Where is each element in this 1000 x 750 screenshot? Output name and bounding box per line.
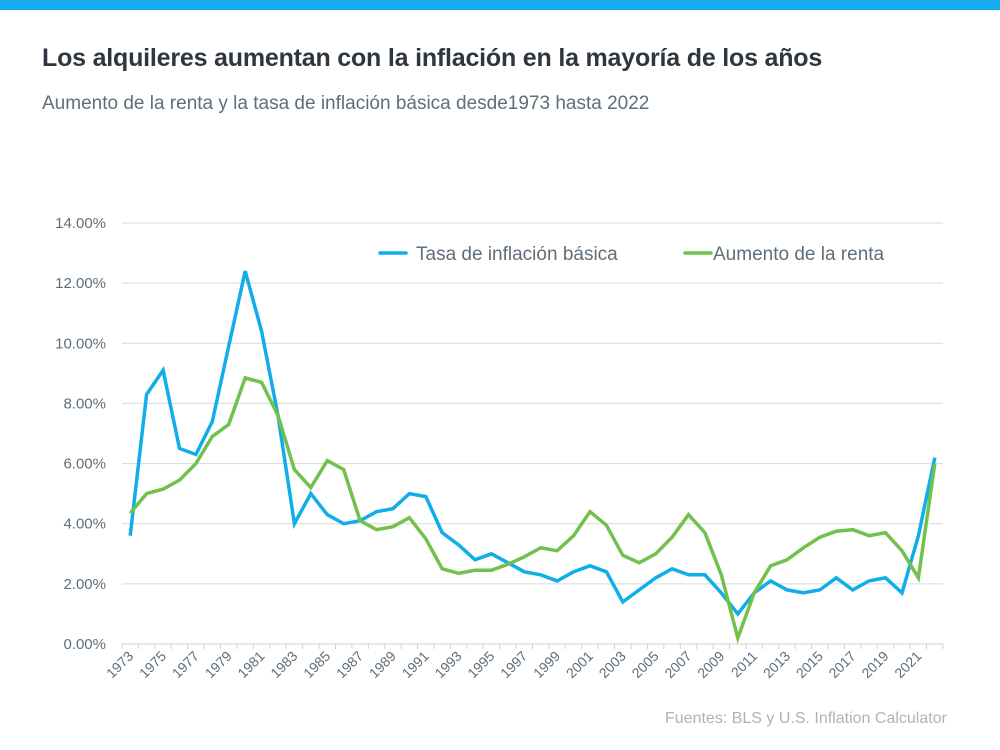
x-tick-label: 1989 xyxy=(366,648,399,681)
legend: Tasa de inflación básica Aumento de la re… xyxy=(378,244,885,265)
chart-title: Los alquileres aumentan con la inflación… xyxy=(42,44,823,72)
chart-subtitle: Aumento de la renta y la tasa de inflaci… xyxy=(42,93,650,114)
x-tick-label: 2021 xyxy=(891,648,924,681)
y-axis: 0.00% 2.00% 4.00% 6.00% 8.00% 10.00% 12.00% 14.… xyxy=(55,215,106,653)
x-tick-label: 1991 xyxy=(399,648,432,681)
source-note: Fuentes: BLS y U.S. Inflation Calculator xyxy=(665,710,947,727)
legend-label: Tasa de inflación básica xyxy=(416,244,618,265)
y-tick-label: 14.00% xyxy=(55,215,106,232)
x-tick-label: 1993 xyxy=(431,648,464,681)
x-tick-label: 1995 xyxy=(464,648,497,681)
y-tick-label: 4.00% xyxy=(63,516,106,533)
x-tick-label: 1997 xyxy=(497,648,530,681)
y-tick-label: 10.00% xyxy=(55,335,106,352)
x-axis: 1973 1975 1977 1979 1981 1983 1985 1987 1989 1991… xyxy=(103,643,944,681)
x-tick-label: 2019 xyxy=(858,648,891,681)
y-tick-label: 12.00% xyxy=(55,275,106,292)
x-tick-label: 2009 xyxy=(694,648,727,681)
x-tick-label: 2005 xyxy=(628,648,661,681)
series-line-0 xyxy=(128,270,937,617)
gridlines xyxy=(122,222,943,585)
series-line-1 xyxy=(128,375,937,644)
y-tick-label: 2.00% xyxy=(63,576,106,593)
x-tick-label: 1975 xyxy=(136,648,169,681)
x-tick-label: 2017 xyxy=(825,648,858,681)
x-tick-label: 1979 xyxy=(202,648,235,681)
x-tick-label: 2001 xyxy=(563,648,596,681)
x-tick-label: 1999 xyxy=(530,648,563,681)
x-tick-label: 1977 xyxy=(169,648,202,681)
legend-label: Aumento de la renta xyxy=(713,244,885,265)
x-tick-label: 2011 xyxy=(728,648,761,681)
x-tick-label: 2003 xyxy=(596,648,629,681)
x-tick-label: 1985 xyxy=(300,648,333,681)
x-tick-label: 1987 xyxy=(333,648,366,681)
y-tick-label: 0.00% xyxy=(63,636,106,653)
x-tick-label: 2007 xyxy=(661,648,694,681)
y-tick-label: 8.00% xyxy=(63,395,106,412)
y-tick-label: 6.00% xyxy=(63,456,106,473)
x-tick-label: 1983 xyxy=(267,648,300,681)
x-tick-label: 2015 xyxy=(793,648,826,681)
series-lines xyxy=(128,270,937,644)
x-tick-label: 2013 xyxy=(760,648,793,681)
x-tick-label: 1981 xyxy=(234,648,267,681)
x-tick-label: 1973 xyxy=(103,648,136,681)
top-accent-bar xyxy=(0,0,1000,10)
